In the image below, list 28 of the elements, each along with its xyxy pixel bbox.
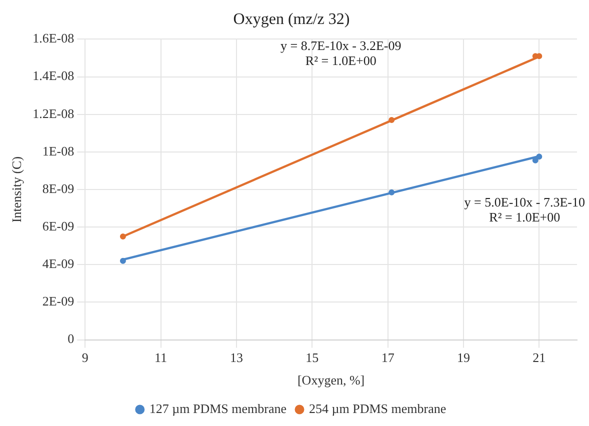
- x-axis-title: [Oxygen, %]: [297, 372, 365, 388]
- y-tick-label: 1.6E-08: [32, 30, 74, 46]
- x-tick-label: 17: [381, 350, 395, 366]
- y-tick-label: 1E-08: [42, 143, 74, 158]
- y-tick-label: 4E-09: [42, 256, 74, 272]
- x-tick-label: 11: [154, 350, 168, 366]
- y-tick-label: 8E-09: [42, 180, 74, 196]
- x-tick-label: 13: [230, 350, 243, 366]
- point: [536, 154, 542, 160]
- x-tick-label: 19: [456, 350, 470, 366]
- point: [120, 233, 126, 240]
- x-tick-label: 21: [532, 350, 546, 366]
- x-tick-label: 9: [82, 350, 88, 366]
- point: [388, 189, 395, 196]
- y-tick-label: 1.2E-08: [32, 106, 74, 121]
- point: [120, 258, 126, 264]
- x-tick-label: 15: [306, 350, 319, 366]
- y-tick-label: 6E-09: [42, 218, 74, 234]
- point: [388, 116, 395, 123]
- annotation: y = 8.7E-10x - 3.2E-09 R² = 1.0E+00: [280, 38, 402, 68]
- legend-label: 254 µm PDMS membrane: [309, 400, 446, 416]
- chart-title: Oxygen (mz/z 32): [233, 10, 350, 28]
- y-axis-title: Intensity (C): [9, 156, 24, 223]
- y-tick-label: 2E-09: [42, 294, 74, 309]
- y-tick-label: 0: [68, 331, 74, 346]
- y-tick-label: 1.4E-08: [32, 68, 74, 84]
- legend-label: 127 µm PDMS membrane: [149, 400, 287, 416]
- annotation: y = 5.0E-10x - 7.3E-10 R² = 1.0E+00: [464, 194, 585, 224]
